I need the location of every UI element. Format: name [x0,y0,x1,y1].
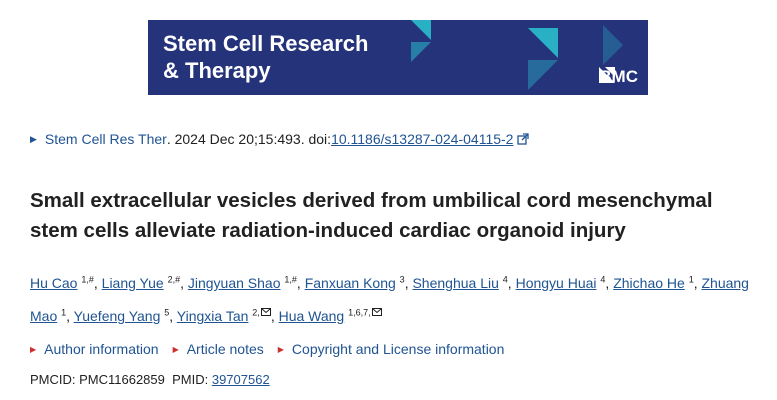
author-name-link[interactable]: Zhichao He [613,274,685,291]
author-name-link[interactable]: Liang Yue [101,274,164,291]
pmid-label: PMID: [172,372,212,387]
banner-decoration [411,20,623,90]
author-affiliation: 1 [688,274,694,284]
author-information-label: Author information [44,341,159,357]
citation-details: . 2024 Dec 20;15:493. doi: [166,131,332,147]
author-entry: Hu Cao 1,#, [30,274,102,291]
author-entry: Hongyu Huai 4, [515,274,614,291]
author-list: Hu Cao 1,#, Liang Yue 2,#, Jingyuan Shao… [30,264,750,331]
author-affiliation: 3 [399,274,405,284]
expand-triangle-icon: ▶ [172,344,179,354]
author-affiliation: 1,# [81,274,94,284]
journal-title: Stem Cell Research & Therapy [163,31,369,83]
author-information-toggle[interactable]: ▶ Author information [30,341,159,357]
citation-line: ▶ Stem Cell Res Ther . 2024 Dec 20;15:49… [30,131,530,147]
doi-link[interactable]: 10.1186/s13287-024-04115-2 [331,131,514,147]
author-entry: Yuefeng Yang 5, [73,307,177,325]
publisher-logo: BMC [599,67,638,87]
pmid-link[interactable]: 39707562 [211,372,270,387]
author-affiliation: 4 [600,274,606,284]
author-entry: Liang Yue 2,#, [101,274,188,291]
expand-triangle-icon: ▶ [30,344,37,354]
author-entry: Zhuang Mao 1, [30,274,749,325]
author-entry: Fanxuan Kong 3, [304,274,413,291]
article-info-links: ▶ Author information ▶ Article notes ▶ C… [30,341,504,357]
author-name-link[interactable]: Yingxia Tan [176,308,249,325]
expand-triangle-icon: ▶ [277,344,284,354]
author-entry: Hua Wang 1,6,7, [278,307,382,325]
author-name-link[interactable]: Zhuang Mao [30,274,749,325]
journal-link[interactable]: Stem Cell Res Ther [44,131,167,147]
author-name-link[interactable]: Hua Wang [278,308,345,325]
envelope-icon[interactable] [371,307,382,316]
author-affiliation: 1,6,7, [348,307,371,318]
author-affiliation: 4 [502,274,508,284]
article-title: Small extracellular vesicles derived fro… [30,189,713,242]
author-affiliation: 2,# [167,274,181,284]
author-affiliation: 2, [252,307,260,318]
author-name-link[interactable]: Jingyuan Shao [187,274,281,291]
author-entry: Zhichao He 1, [613,274,702,291]
author-affiliation: 1 [61,307,67,318]
external-link-icon[interactable] [517,133,530,145]
expand-triangle-icon[interactable]: ▶ [30,133,37,144]
copyright-label: Copyright and License information [291,341,505,357]
article-notes-toggle[interactable]: ▶ Article notes [173,341,264,357]
pmcid: PMCID: PMC11662859 [30,372,165,387]
bmc-logo-icon [599,67,616,83]
author-entry: Yingxia Tan 2,, [176,307,279,325]
author-name-link[interactable]: Yuefeng Yang [73,308,161,325]
article-notes-label: Article notes [186,341,264,357]
author-affiliation: 5 [164,307,170,318]
author-name-link[interactable]: Hongyu Huai [515,274,597,291]
journal-banner[interactable]: Stem Cell Research & Therapy BMC [148,20,648,95]
author-entry: Shenghua Liu 4, [412,274,516,291]
author-name-link[interactable]: Fanxuan Kong [304,274,396,291]
author-affiliation: 1,# [284,274,297,284]
author-name-link[interactable]: Shenghua Liu [412,274,499,291]
author-name-link[interactable]: Hu Cao [30,274,78,291]
article-ids: PMCID: PMC11662859 PMID: 39707562 [30,372,270,387]
author-entry: Jingyuan Shao 1,#, [187,274,305,291]
envelope-icon[interactable] [260,307,271,316]
copyright-toggle[interactable]: ▶ Copyright and License information [278,341,505,357]
